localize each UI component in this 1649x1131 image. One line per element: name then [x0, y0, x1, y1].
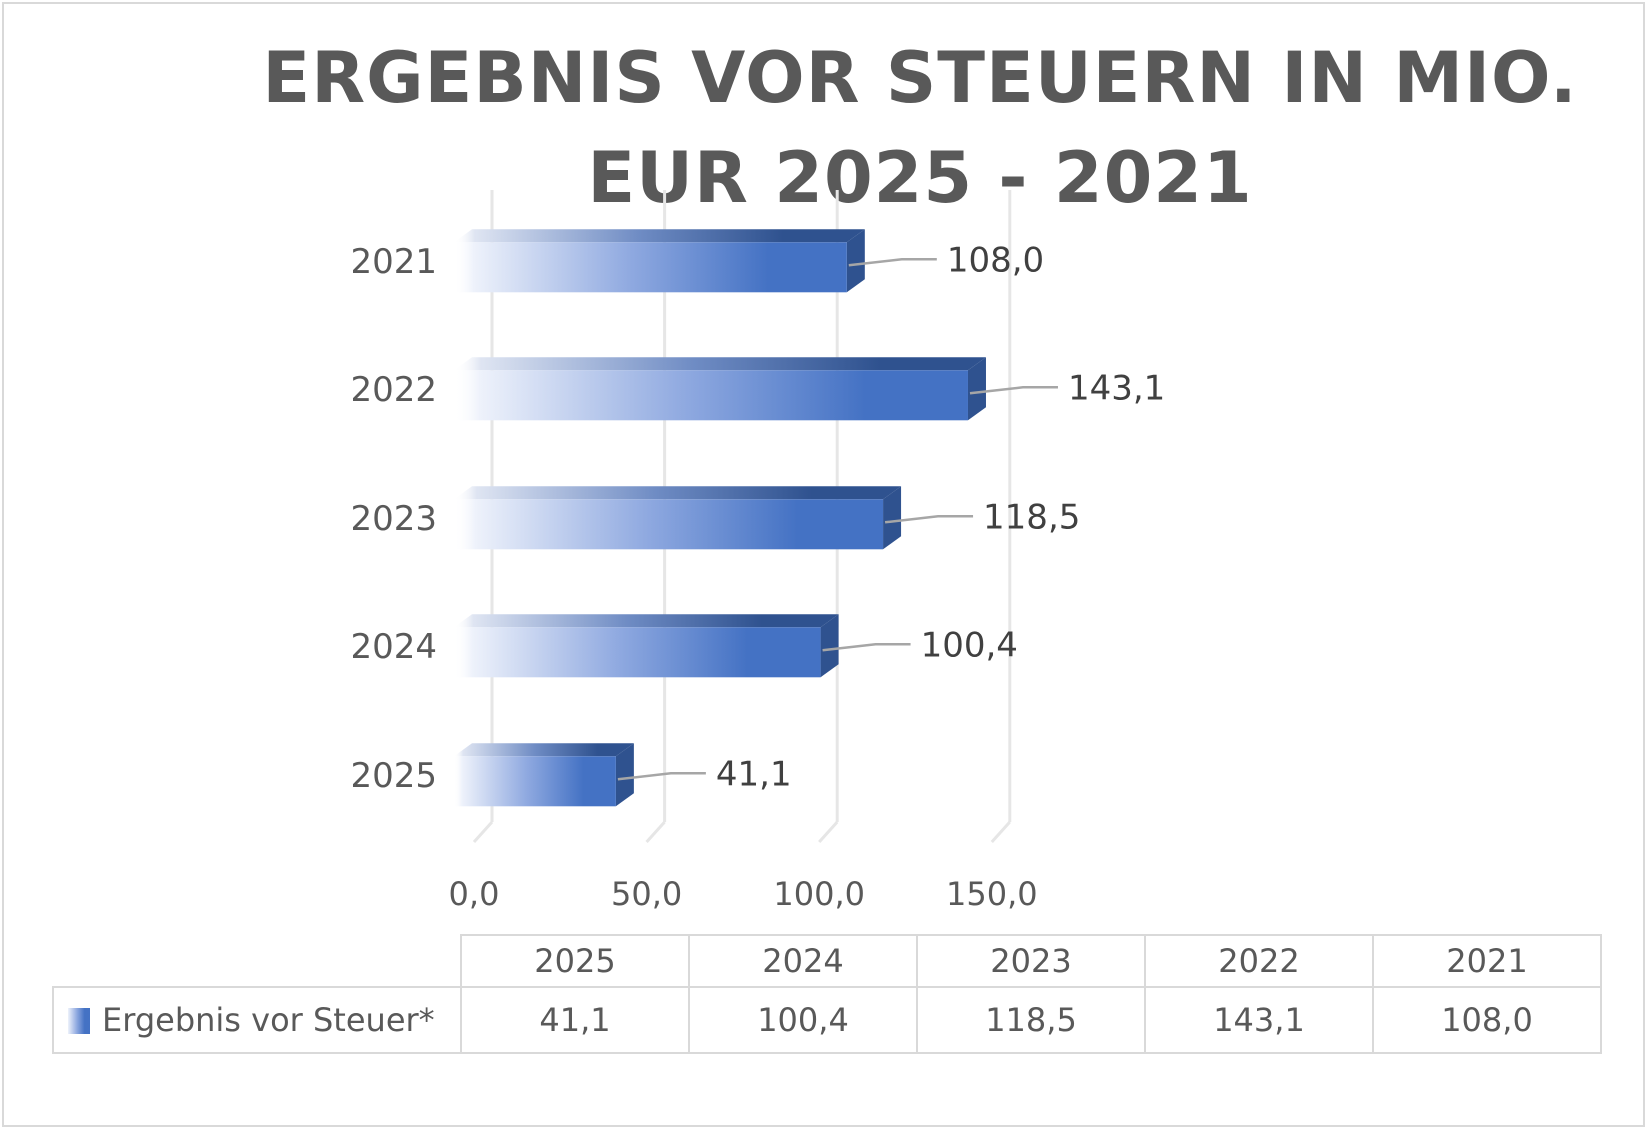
bar-side [883, 486, 902, 550]
data-table-value-row: Ergebnis vor Steuer* 41,1 100,4 118,5 14… [52, 986, 1602, 1054]
bar-side [846, 229, 865, 293]
bar [454, 627, 821, 678]
x-tick-label: 50,0 [611, 875, 682, 913]
data-table-header-cell: 2024 [688, 934, 918, 988]
data-table-value-cell: 118,5 [916, 986, 1146, 1054]
bar-top [454, 486, 902, 500]
bar [454, 370, 968, 421]
leader-line [822, 643, 911, 652]
gridline-floor [645, 820, 666, 844]
category-label: 2022 [350, 370, 437, 410]
bar-chart-plot: 0,0 50,0 100,0 150,0 2021 108,0 2022 143,1 2023 1… [350, 190, 1165, 913]
data-table-header-cell: 2025 [460, 934, 690, 988]
data-table-series-cell: Ergebnis vor Steuer* [52, 986, 462, 1054]
data-table: 2025 2024 2023 2022 2021 Ergebnis vor St… [52, 934, 1602, 1054]
x-tick-label: 150,0 [946, 875, 1038, 913]
bar [454, 756, 616, 807]
data-table-header-cell: 2022 [1144, 934, 1374, 988]
data-label: 118,5 [983, 497, 1080, 537]
series-name: Ergebnis vor Steuer* [102, 1001, 435, 1039]
bars [454, 229, 986, 807]
data-label: 100,4 [921, 625, 1018, 665]
chart-title: ERGEBNIS VOR STEUERN IN MIO. EUR 2025 - … [262, 37, 1578, 219]
category-label: 2024 [350, 627, 437, 667]
bar-top [454, 357, 986, 371]
leader-line [848, 258, 937, 267]
data-table-value-cell: 41,1 [460, 986, 690, 1054]
data-table-value-cell: 100,4 [688, 986, 918, 1054]
category-label: 2025 [350, 756, 437, 796]
data-label: 108,0 [947, 240, 1044, 280]
bar [454, 242, 847, 293]
legend-key [68, 1008, 90, 1034]
leader-line [969, 386, 1058, 395]
bar-side [967, 357, 986, 421]
bar-side [820, 614, 839, 678]
data-label: 143,1 [1068, 368, 1165, 408]
bar-top [454, 229, 865, 243]
data-table-header-row: 2025 2024 2023 2022 2021 [53, 934, 1602, 988]
labels: 0,0 50,0 100,0 150,0 2021 108,0 2022 143,1 2023 1… [350, 240, 1165, 913]
bar-top [454, 614, 839, 628]
leader-line [617, 772, 706, 781]
data-table-value-cell: 108,0 [1372, 986, 1602, 1054]
x-tick-label: 0,0 [449, 875, 500, 913]
bar-side [615, 743, 634, 807]
leader-line [884, 515, 974, 524]
gridline-floor [990, 820, 1011, 844]
category-label: 2021 [350, 242, 437, 282]
x-tick-label: 100,0 [773, 875, 865, 913]
bar [454, 499, 884, 550]
data-table-value-cell: 143,1 [1144, 986, 1374, 1054]
gridline-floor [818, 820, 839, 844]
data-label: 41,1 [716, 754, 792, 794]
data-table-corner [53, 935, 462, 988]
category-label: 2023 [350, 499, 437, 539]
bar-top [454, 743, 634, 757]
data-table-header-cell: 2021 [1372, 934, 1602, 988]
gridline-floor [472, 820, 494, 844]
data-table-header-cell: 2023 [916, 934, 1146, 988]
